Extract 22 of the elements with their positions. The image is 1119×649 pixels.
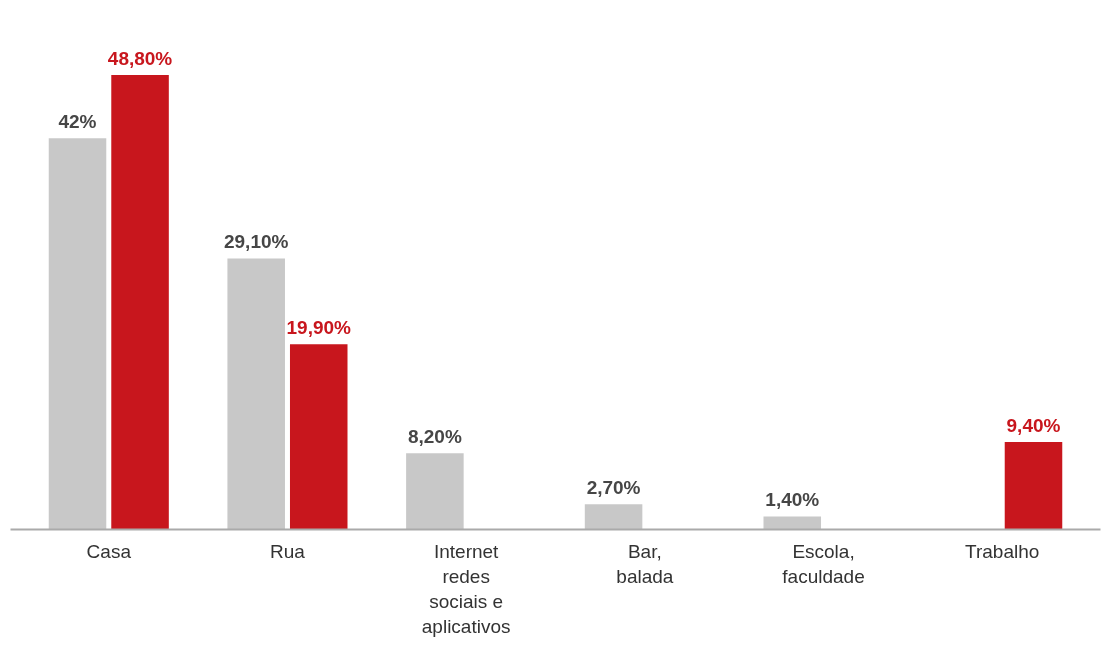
bar [1004, 441, 1063, 530]
data-label: 48,80% [107, 48, 173, 70]
x-tick-label: Trabalho [965, 540, 1040, 562]
x-tick-label: Casa [86, 540, 132, 562]
bar [48, 138, 107, 530]
x-tick-label: Escola, faculdade [782, 540, 865, 587]
bar [289, 344, 348, 530]
bar [111, 75, 169, 530]
data-label: 2,70% [586, 477, 641, 499]
data-label: 19,90% [286, 317, 352, 339]
bar [406, 453, 464, 530]
data-label: 9,40% [1006, 414, 1061, 436]
data-label: 42% [58, 111, 97, 133]
x-tick-label: Rua [270, 540, 306, 562]
x-tick-label: Internet redes sociais e aplicativos [421, 540, 511, 638]
data-label: 29,10% [223, 231, 289, 253]
x-tick-label: Bar, balada [616, 540, 674, 587]
bar [227, 258, 285, 530]
bar [763, 516, 822, 530]
data-label: 8,20% [407, 426, 462, 448]
data-label: 1,40% [765, 489, 820, 511]
bar [584, 504, 643, 530]
